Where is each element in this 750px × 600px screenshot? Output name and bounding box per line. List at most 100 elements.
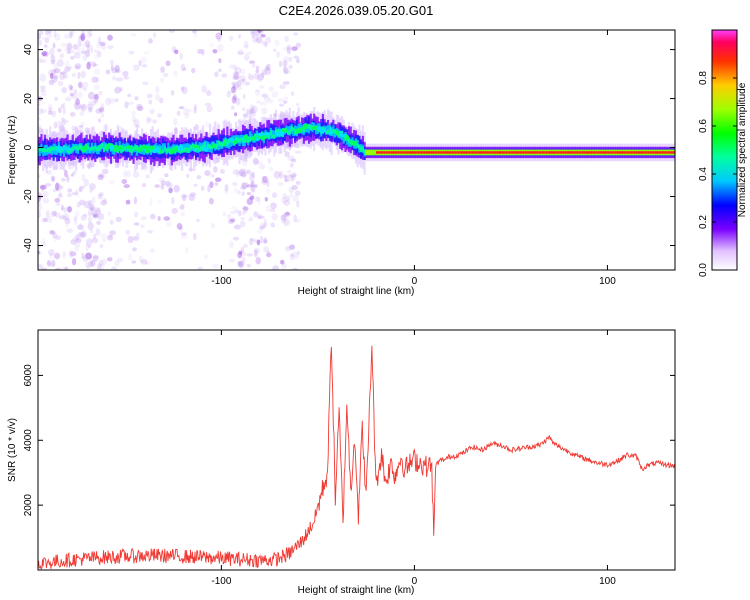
spectrogram-core-cell (369, 149, 372, 156)
spectrogram-band-cell (361, 146, 364, 152)
spectrogram-blob (339, 131, 344, 137)
spectrogram-noise-cell (87, 207, 95, 216)
spectrogram-noise-cell (210, 174, 215, 178)
spectrogram-noise-cell (89, 207, 97, 211)
spectrogram-noise-cell (255, 88, 261, 93)
spectrogram-noise-cell (248, 74, 255, 81)
spectrogram-noise-cell (179, 52, 184, 60)
spectrogram-peak-cell (623, 151, 626, 154)
spectrogram-noise-cell (78, 186, 83, 193)
spectrogram-band-cell (287, 131, 290, 135)
spectrogram-noise-cell (74, 210, 80, 218)
spectrogram-core-cell (368, 149, 371, 156)
spectrogram-peak-cell (643, 151, 646, 154)
spectrogram-peak-cell (386, 151, 389, 154)
spectrogram-noise-cell (56, 235, 61, 241)
spectrogram-band-cell (198, 142, 201, 151)
spectrogram-blob (192, 144, 200, 148)
spectrogram-peak-cell (593, 151, 596, 154)
spectrogram-band-cell (219, 141, 222, 147)
spectrogram-band-cell (132, 146, 135, 151)
spectrogram-noise-cell (278, 103, 285, 107)
spectrogram-noise-cell (62, 74, 68, 79)
spectrogram-noise-cell (257, 197, 261, 205)
spectrogram-band-cell (54, 146, 57, 150)
spectrogram-peak-cell (470, 151, 473, 154)
spectrogram-peak-cell (635, 151, 638, 154)
spectrogram-noise-cell (146, 230, 154, 234)
spectrogram-noise-cell (295, 180, 301, 185)
spectrogram-band-cell (210, 145, 213, 150)
spectrogram-noise-cell (98, 192, 104, 197)
spectrogram-noise-cell (232, 83, 236, 91)
spectrogram-noise-cell (264, 66, 270, 71)
spectrogram-peak-cell (502, 151, 505, 154)
spectrogram-blob (334, 130, 339, 135)
spectrogram-noise-cell (240, 216, 245, 221)
spectrogram-noise-cell (54, 68, 61, 74)
spectrogram-noise-cell (289, 56, 293, 62)
spectrogram-noise-cell (102, 258, 107, 265)
spectrogram-noise-cell (74, 243, 81, 248)
spectrogram-noise-cell (259, 225, 265, 230)
spectrogram-noise-cell (130, 32, 137, 37)
spectrogram-peak-cell (511, 151, 514, 154)
spectrogram-noise-cell (46, 33, 53, 39)
spectrogram-noise-cell (86, 265, 91, 269)
spectrogram-band-cell (179, 148, 182, 154)
spectrogram-noise-cell (250, 180, 255, 188)
spectrogram-noise-cell (134, 211, 139, 218)
spectrogram-noise-cell (181, 86, 188, 95)
spectrogram-noise-cell (290, 252, 295, 258)
spectrogram-noise-cell (274, 39, 280, 47)
spectrogram-noise-cell (256, 239, 261, 246)
spectrogram-noise-cell (235, 86, 243, 91)
spectrogram-blob (126, 145, 133, 149)
snr-y-tick-label: 2000 (23, 494, 34, 517)
spectrogram-band-cell (102, 147, 106, 153)
spectrogram-noise-cell (87, 211, 93, 217)
spectrogram-noise-cell (193, 106, 197, 114)
spectrogram-noise-cell (141, 56, 147, 64)
spectrogram-noise-cell (240, 182, 247, 190)
spectrogram-band-cell (160, 150, 163, 154)
spectrogram-noise-cell (278, 98, 284, 103)
spectrogram-noise-cell (159, 97, 164, 104)
spectrogram-noise-cell (250, 107, 255, 115)
spectrogram-noise-cell (94, 49, 99, 53)
spectrogram-noise-cell (62, 106, 66, 115)
spectrogram-noise-cell (230, 218, 236, 223)
spectrogram-noise-cell (142, 164, 147, 173)
spectrogram-noise-cell (186, 173, 190, 178)
spectrogram-noise-cell (283, 199, 291, 206)
spectrogram-blob (84, 143, 89, 149)
spectrogram-noise-cell (127, 93, 132, 98)
spectrogram-noise-cell (228, 241, 234, 249)
spectrogram-noise-cell (291, 184, 298, 191)
spectrogram-blob (316, 126, 322, 130)
spectrogram-noise-cell (248, 238, 254, 246)
spectrogram-noise-cell (41, 217, 48, 224)
spectrogram-noise-cell (249, 195, 255, 200)
spectrogram-noise-cell (84, 127, 91, 134)
spectrogram-noise-cell (283, 218, 290, 227)
spectrogram-band-cell (87, 146, 90, 150)
spectrogram-band-cell (290, 126, 293, 132)
spectrogram-peak-cell (396, 151, 399, 154)
spectrogram-noise-cell (85, 238, 93, 247)
spectrogram-noise-cell (88, 199, 93, 206)
spectrogram-noise-cell (176, 110, 181, 116)
spectrogram-band-cell (40, 147, 43, 151)
spectrogram-noise-cell (295, 42, 302, 48)
spectrogram-peak-cell (499, 151, 502, 154)
spectrogram-noise-cell (246, 264, 251, 268)
spectrogram-peak-cell (525, 151, 528, 154)
spectrogram-band-cell (75, 145, 78, 150)
spectrogram-noise-cell (54, 33, 61, 41)
spectrogram-noise-cell (264, 67, 272, 76)
spectrogram-band-cell (78, 144, 81, 149)
spectrogram-noise-cell (242, 113, 248, 118)
spectrogram-noise-cell (141, 64, 148, 68)
spectrogram-noise-cell (171, 90, 175, 96)
spectrogram-band-cell (43, 148, 47, 153)
